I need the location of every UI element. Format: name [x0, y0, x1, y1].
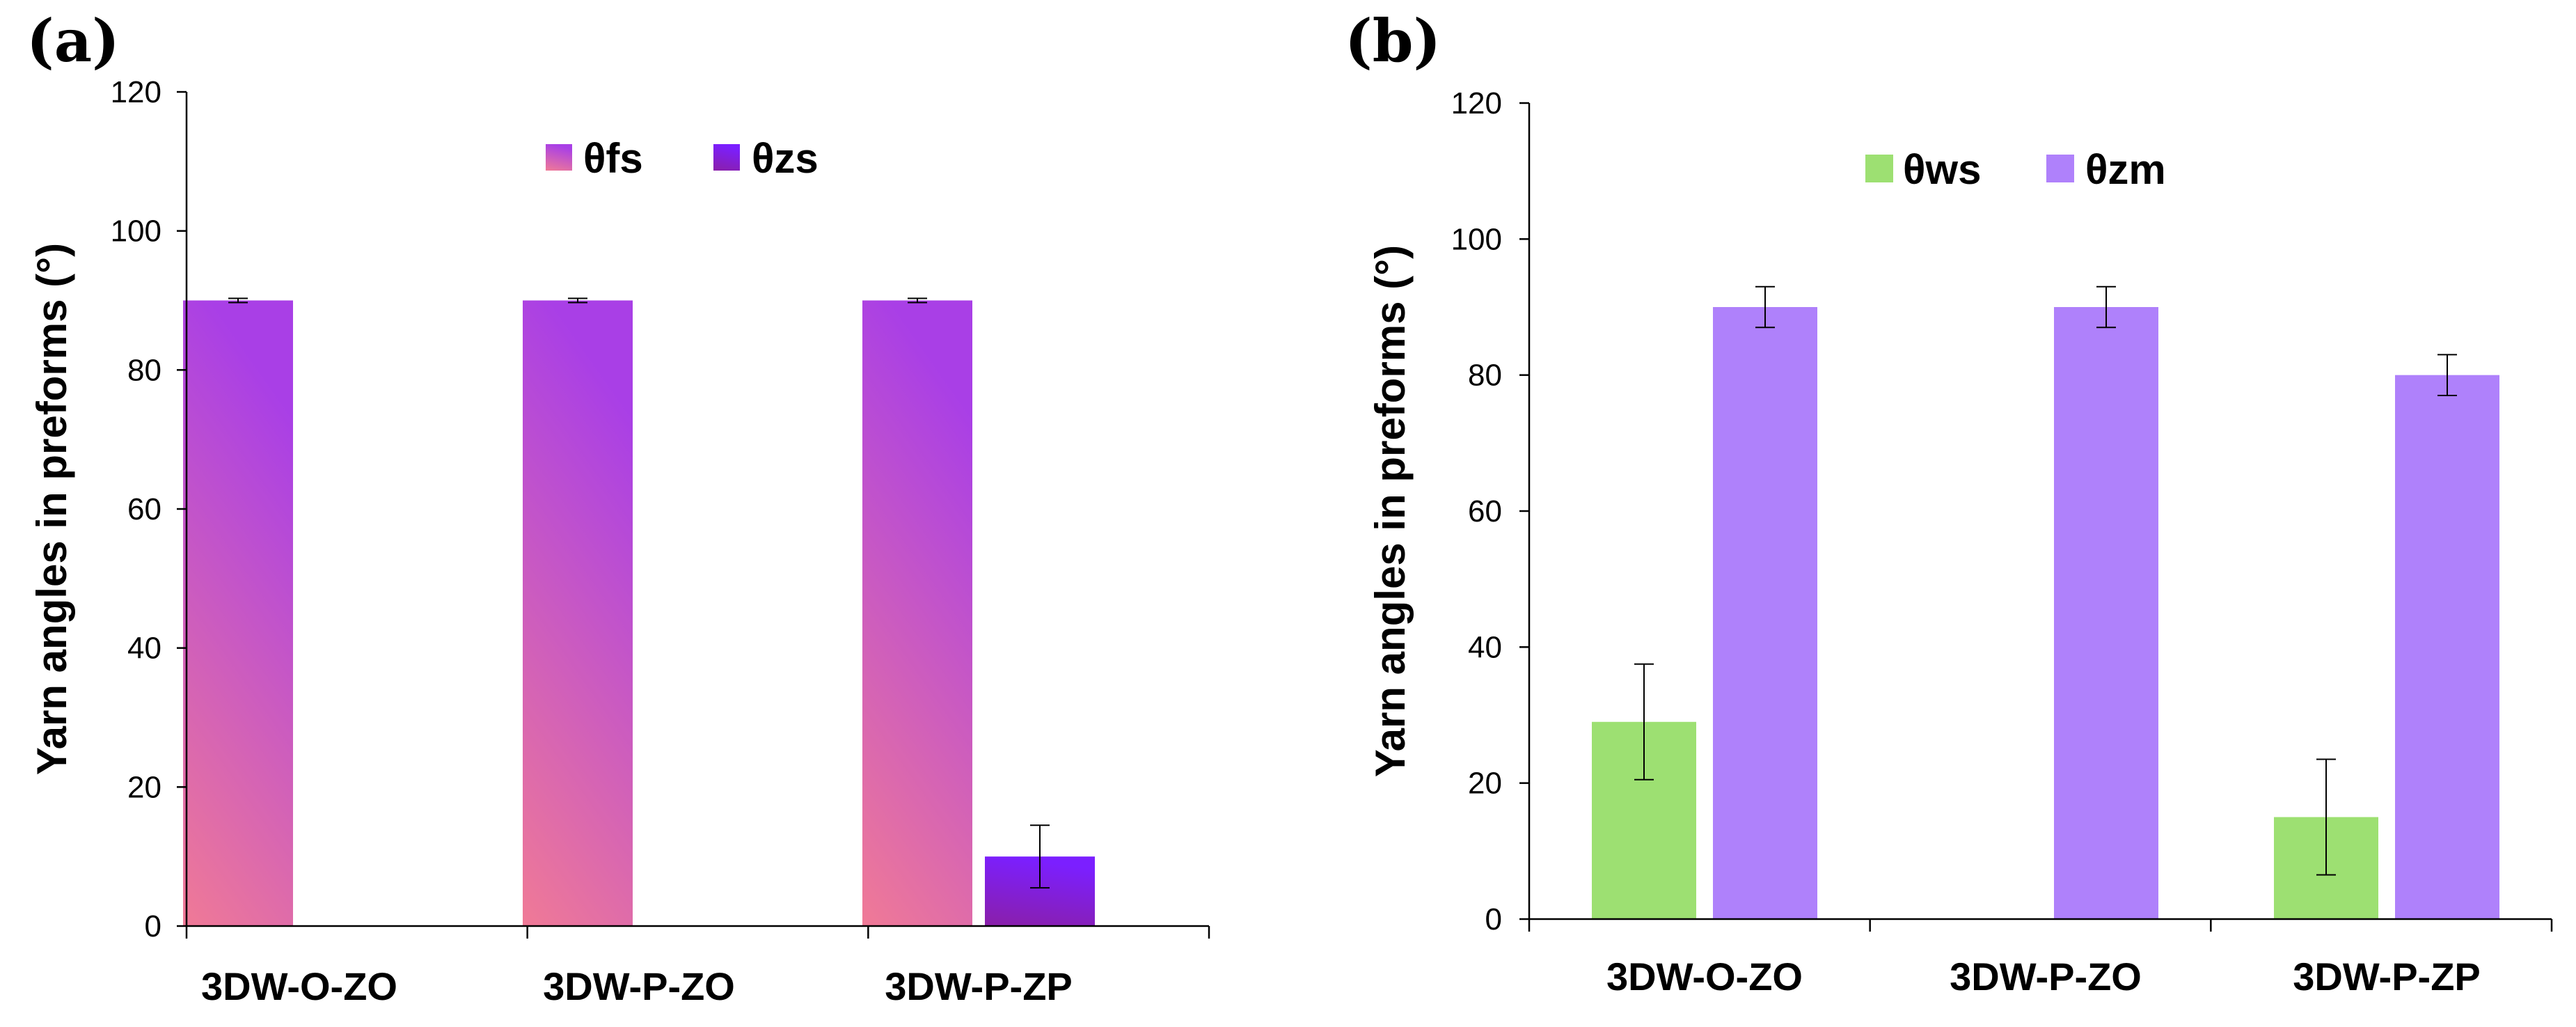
y-axis-title: Yarn angles in preforms (°) — [29, 243, 75, 775]
y-tick-label: 80 — [1468, 359, 1502, 393]
bar-θfs-3DW-P-ZO — [523, 300, 633, 926]
legend-label-θzs: θzs — [752, 135, 819, 182]
category-label: 3DW-P-ZP — [885, 964, 1073, 1008]
category-label: 3DW-P-ZO — [1950, 955, 2142, 998]
y-tick-label: 100 — [1451, 222, 1502, 256]
legend: θws θzm — [1865, 146, 2166, 193]
legend-swatch-θzs — [713, 144, 740, 171]
y-tick-label: 40 — [1468, 630, 1502, 664]
error-bar-θzs-3DW-P-ZP — [1030, 824, 1050, 889]
legend-label-θws: θws — [1903, 146, 1981, 193]
y-tick-label: 80 — [127, 353, 161, 387]
y-tick-label: 0 — [145, 909, 161, 943]
bar-θzm-3DW-P-ZP — [2395, 375, 2499, 919]
error-bar-θfs-3DW-P-ZP — [908, 297, 927, 304]
y-tick-label: 120 — [1451, 86, 1502, 120]
y-tick-label: 20 — [1468, 767, 1502, 801]
category-label: 3DW-P-ZP — [2293, 955, 2481, 998]
y-tick-label: 100 — [111, 214, 161, 249]
legend: θfs θzs — [546, 135, 819, 182]
error-bar-θzm-3DW-P-ZP — [2437, 354, 2457, 396]
bar-θzm-3DW-P-ZO — [2054, 307, 2158, 919]
legend-swatch-θfs — [546, 144, 572, 171]
category-label: 3DW-O-ZO — [1606, 955, 1803, 998]
y-tick-label: 20 — [127, 770, 161, 804]
error-bar-θzm-3DW-O-ZO — [1755, 285, 1775, 329]
error-bar-θws-3DW-O-ZO — [1634, 663, 1654, 781]
y-tick-label: 60 — [127, 492, 161, 526]
category-label: 3DW-O-ZO — [201, 964, 397, 1008]
y-tick-label: 120 — [111, 75, 161, 109]
bar-θzm-3DW-O-ZO — [1713, 307, 1817, 919]
panel-label: (b) — [1345, 6, 1441, 75]
legend-swatch-θzm — [2046, 155, 2074, 182]
bar-θfs-3DW-P-ZP — [862, 300, 972, 926]
error-bar-θfs-3DW-P-ZO — [568, 297, 587, 304]
legend-label-θzm: θzm — [2085, 146, 2166, 193]
chart-panel-b: (b) 0 20 40 60 80 100 120 3DW-O-ZO 3DW-P-ZO 3DW-P-… — [1345, 6, 2553, 998]
error-bar-θws-3DW-P-ZP — [2316, 758, 2336, 876]
category-label: 3DW-P-ZO — [543, 964, 735, 1008]
chart-panel-a: (a) 0 20 40 60 80 100 120 3DW-O-ZO 3DW-P-ZO 3DW-P-… — [26, 6, 1210, 1008]
legend-label-θfs: θfs — [583, 135, 643, 182]
bar-θfs-3DW-O-ZO — [183, 300, 293, 926]
y-axis-title: Yarn angles in preforms (°) — [1367, 245, 1414, 777]
y-tick-label: 0 — [1485, 902, 1502, 936]
y-tick-label: 60 — [1468, 494, 1502, 528]
panel-label: (a) — [26, 6, 120, 75]
error-bar-θfs-3DW-O-ZO — [228, 297, 248, 304]
legend-swatch-θws — [1865, 155, 1893, 182]
y-tick-label: 40 — [127, 632, 161, 666]
error-bar-θzm-3DW-P-ZO — [2096, 285, 2116, 329]
